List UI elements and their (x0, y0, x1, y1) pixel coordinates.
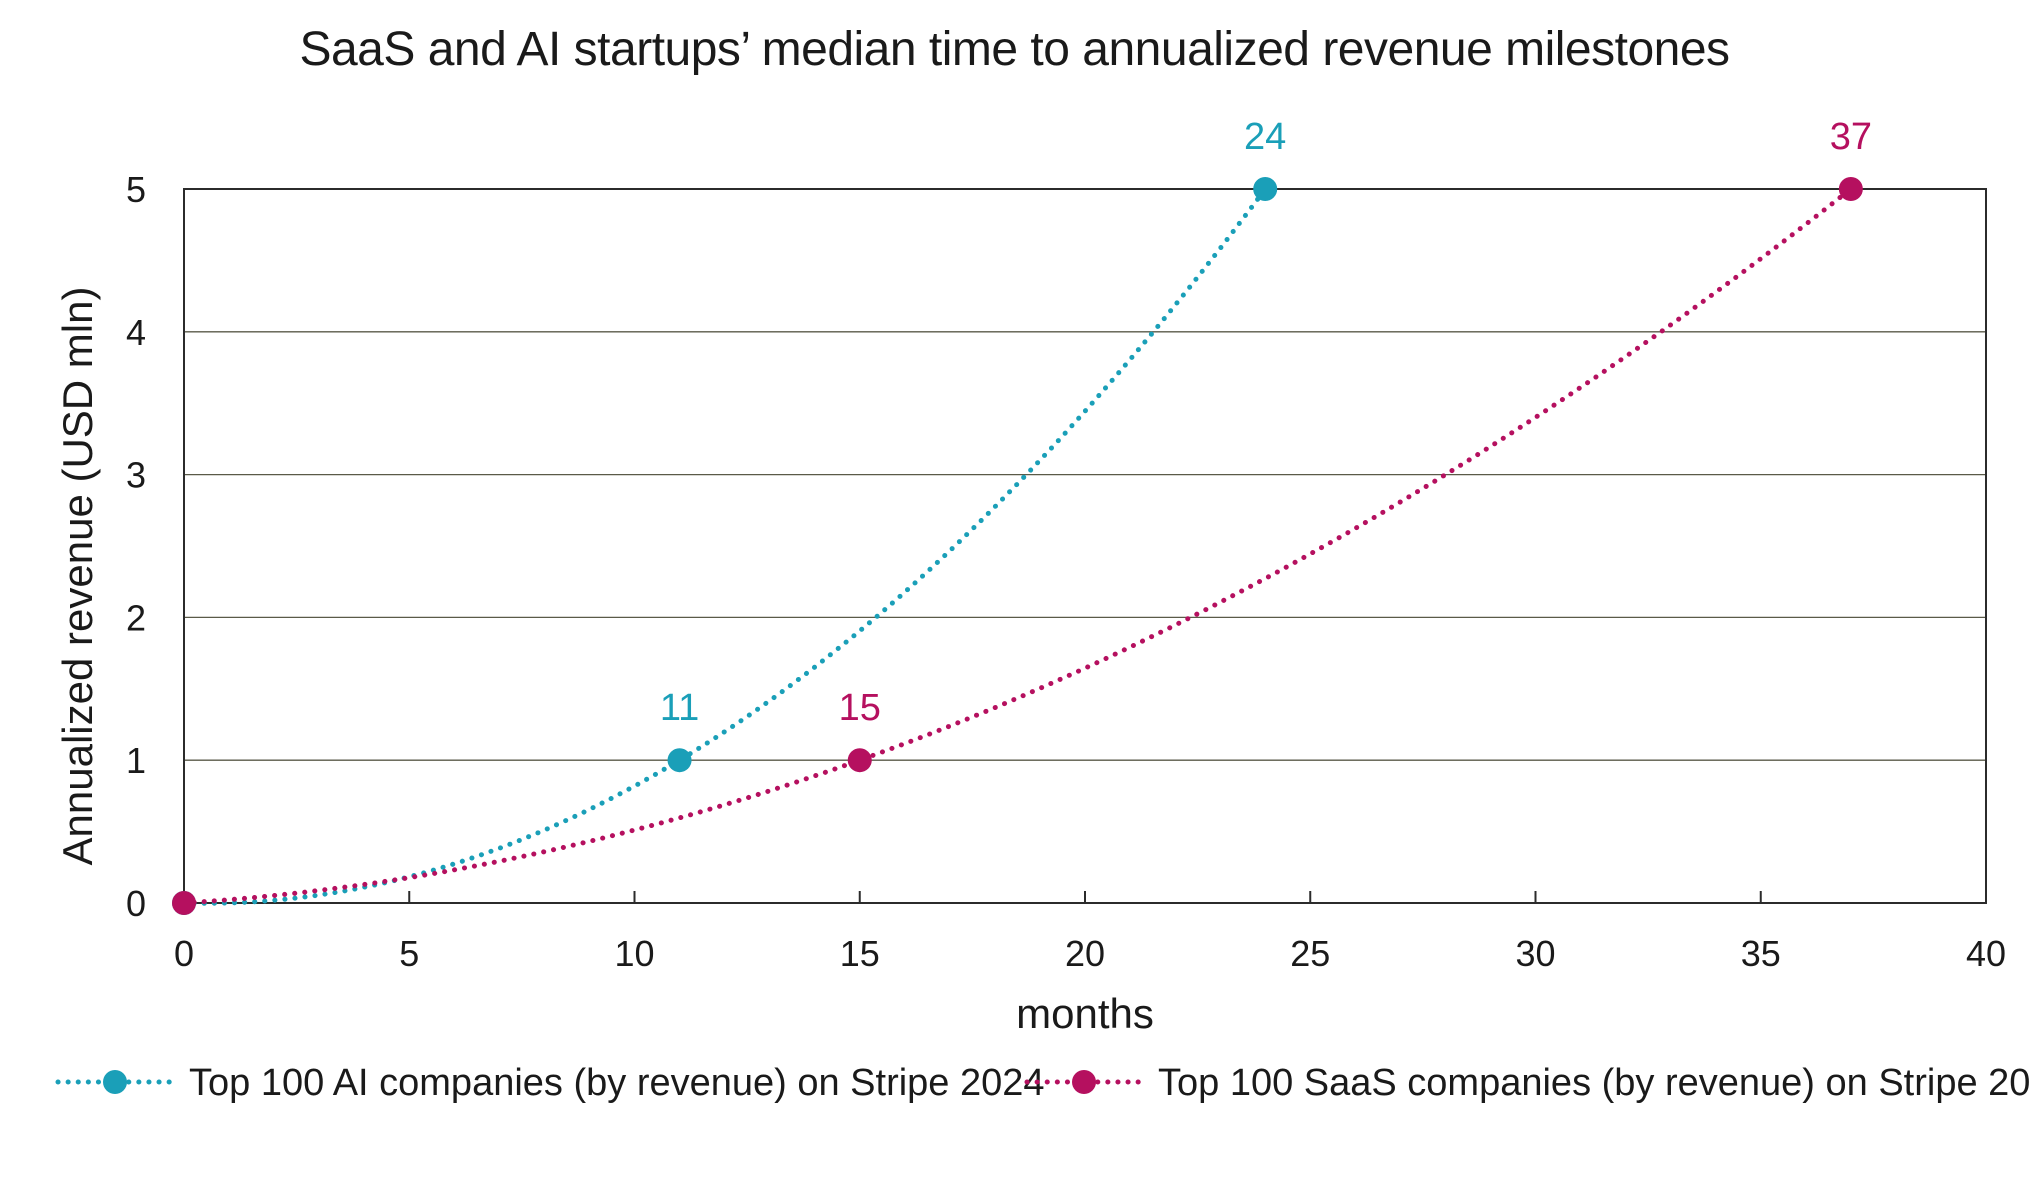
x-tick-label-5: 5 (399, 933, 419, 974)
tick-layer: 0 5 10 15 20 25 30 35 40 0 1 2 3 4 5 (126, 169, 2006, 974)
series-1-point-2 (1838, 177, 1863, 201)
series-line-1 (181, 186, 1854, 906)
x-tick-label-30: 30 (1515, 933, 1555, 974)
series-1-data-label-1: 15 (839, 687, 881, 729)
series-1-point-0 (172, 891, 196, 915)
series-1-point-1 (847, 748, 872, 773)
chart-title: SaaS and AI startups’ median time to ann… (299, 23, 1730, 76)
y-tick-label-4: 4 (126, 312, 146, 353)
series-0-point-1 (667, 748, 692, 773)
plot-frame (183, 188, 1987, 904)
series-layer (172, 177, 1863, 915)
y-tick-label-3: 3 (126, 455, 146, 496)
series-0-data-label-2: 24 (1244, 116, 1286, 158)
x-tick-label-25: 25 (1290, 933, 1330, 974)
legend: Top 100 AI companies (by revenue) on Str… (55, 1062, 2029, 1104)
legend-marker-1 (1072, 1070, 1096, 1094)
y-tick-label-2: 2 (126, 597, 146, 638)
x-tick-label-35: 35 (1741, 933, 1781, 974)
y-tick-label-5: 5 (126, 169, 146, 210)
x-tick-label-0: 0 (174, 933, 194, 974)
label-layer: 11 24 15 37 (660, 116, 1872, 729)
y-axis-title: Annualized revenue (USD mln) (54, 287, 101, 866)
x-tick-label-20: 20 (1065, 933, 1105, 974)
x-axis-title: months (1016, 990, 1154, 1037)
x-tick-label-15: 15 (840, 933, 880, 974)
series-0-point-2 (1253, 177, 1278, 201)
y-tick-label-1: 1 (126, 740, 146, 781)
y-tick-label-0: 0 (126, 883, 146, 924)
x-tick-label-40: 40 (1966, 933, 2006, 974)
series-1-data-label-2: 37 (1830, 116, 1872, 158)
x-tick-label-10: 10 (614, 933, 654, 974)
legend-marker-0 (103, 1070, 127, 1094)
series-line-0 (181, 186, 1268, 906)
legend-label-1: Top 100 SaaS companies (by revenue) on S… (1158, 1062, 2029, 1104)
legend-label-0: Top 100 AI companies (by revenue) on Str… (189, 1062, 1045, 1104)
series-0-data-label-1: 11 (660, 687, 699, 729)
grid-layer (184, 331, 1986, 761)
